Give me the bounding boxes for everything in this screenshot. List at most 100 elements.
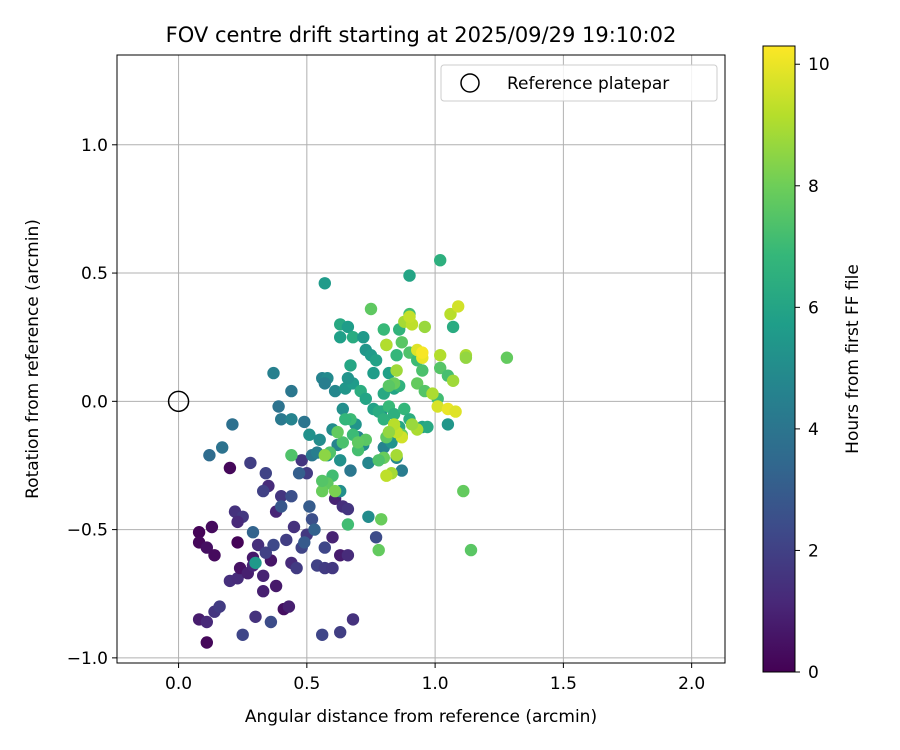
- scatter-point: [249, 556, 262, 570]
- scatter-point: [205, 520, 219, 534]
- scatter-point: [500, 351, 514, 364]
- scatter-point: [351, 436, 365, 449]
- scatter-point: [387, 408, 401, 421]
- scatter-point: [344, 464, 357, 477]
- scatter-point: [285, 413, 298, 426]
- y-tick-label: 1.0: [81, 136, 108, 156]
- x-tick-label: 1.5: [550, 674, 577, 694]
- scatter-point: [213, 600, 226, 613]
- scatter-point: [362, 456, 375, 470]
- scatter-point: [377, 413, 390, 426]
- scatter-point: [192, 526, 206, 539]
- scatter-point: [377, 323, 390, 336]
- scatter-point: [200, 615, 213, 629]
- scatter-point: [328, 384, 342, 398]
- x-axis-ticks: 0.0 0.5 1.0 1.5 2.0: [165, 663, 705, 694]
- scatter-point: [395, 464, 408, 477]
- scatter-point: [236, 628, 249, 641]
- scatter-point: [434, 361, 447, 375]
- scatter-point: [341, 549, 355, 562]
- scatter-point: [280, 533, 293, 547]
- scatter-point: [444, 307, 457, 321]
- scatter-point: [285, 384, 298, 398]
- scatter-point: [290, 561, 303, 575]
- scatter-point: [459, 351, 473, 364]
- scatter-point: [226, 418, 239, 431]
- scatter-point: [200, 541, 213, 554]
- scatter-point: [416, 346, 429, 359]
- scatter-point: [318, 449, 331, 462]
- y-axis-label: Rotation from reference (arcmin): [23, 219, 43, 499]
- scatter-point: [346, 613, 360, 626]
- reference-platepar-marker: [167, 390, 190, 413]
- scatter-point: [257, 585, 270, 598]
- scatter-point: [316, 474, 329, 488]
- scatter-point: [295, 454, 308, 467]
- scatter-point: [416, 364, 429, 377]
- scatter-point: [362, 510, 375, 523]
- legend: Reference platepar: [440, 64, 718, 102]
- chart-title: FOV centre drift starting at 2025/09/29 …: [166, 23, 677, 47]
- scatter-point: [282, 600, 296, 613]
- scatter-point: [216, 441, 229, 454]
- y-tick-label: −1.0: [67, 649, 108, 669]
- scatter-point: [372, 543, 385, 557]
- scatter-point: [303, 500, 316, 513]
- scatter-point: [403, 269, 416, 282]
- scatter-point: [426, 387, 439, 400]
- scatter-point: [285, 490, 298, 503]
- scatter-point: [231, 515, 244, 529]
- scatter-point: [405, 418, 419, 431]
- scatter-point: [390, 449, 403, 462]
- reference-marker-layer: [167, 390, 190, 413]
- grid-lines: [117, 55, 725, 663]
- scatter-point: [326, 561, 339, 575]
- colorbar-tick-label: 4: [808, 420, 819, 440]
- scatter-point: [269, 579, 283, 593]
- scatter-point: [395, 336, 408, 349]
- colorbar-tick-label: 8: [808, 177, 819, 197]
- scatter-point: [434, 349, 447, 362]
- scatter-point: [223, 461, 237, 475]
- scatter-point: [375, 513, 388, 526]
- colorbar-tick-label: 0: [808, 663, 819, 683]
- scatter-point: [246, 526, 260, 539]
- x-tick-label: 1.0: [422, 674, 449, 694]
- scatter-point: [334, 331, 347, 344]
- scatter-point: [292, 467, 306, 480]
- scatter-point: [326, 531, 339, 544]
- scatter-point: [249, 610, 262, 623]
- scatter-point: [369, 354, 383, 367]
- scatter-point: [369, 531, 383, 544]
- scatter-point: [318, 541, 331, 554]
- colorbar: [762, 45, 796, 673]
- scatter-point: [382, 379, 396, 393]
- scatter-point: [421, 420, 434, 434]
- scatter-point: [259, 546, 272, 559]
- scatter-point: [259, 467, 272, 480]
- scatter-point: [364, 302, 378, 316]
- scatter-point: [341, 518, 355, 531]
- x-tick-label: 0.0: [165, 674, 192, 694]
- scatter-point: [359, 392, 372, 405]
- scatter-point: [287, 520, 301, 534]
- scatter-point: [346, 331, 360, 344]
- scatter-point: [449, 405, 462, 418]
- scatter-point: [446, 374, 460, 387]
- colorbar-tick-label: 2: [808, 541, 819, 561]
- scatter-point: [341, 502, 355, 516]
- scatter-point: [357, 331, 370, 344]
- scatter-point: [231, 536, 244, 549]
- scatter-point: [275, 500, 288, 513]
- colorbar-label: Hours from first FF file: [843, 264, 863, 454]
- scatter-point: [257, 569, 270, 582]
- legend-reference-marker: [460, 73, 480, 93]
- scatter-point: [305, 513, 319, 526]
- scatter-point: [272, 400, 285, 413]
- scatter-point: [200, 636, 213, 649]
- scatter-point: [267, 366, 280, 380]
- scatter-point: [267, 538, 280, 552]
- scatter-point: [403, 310, 416, 323]
- x-axis-label: Angular distance from reference (arcmin): [245, 707, 597, 727]
- legend-box: [440, 64, 718, 102]
